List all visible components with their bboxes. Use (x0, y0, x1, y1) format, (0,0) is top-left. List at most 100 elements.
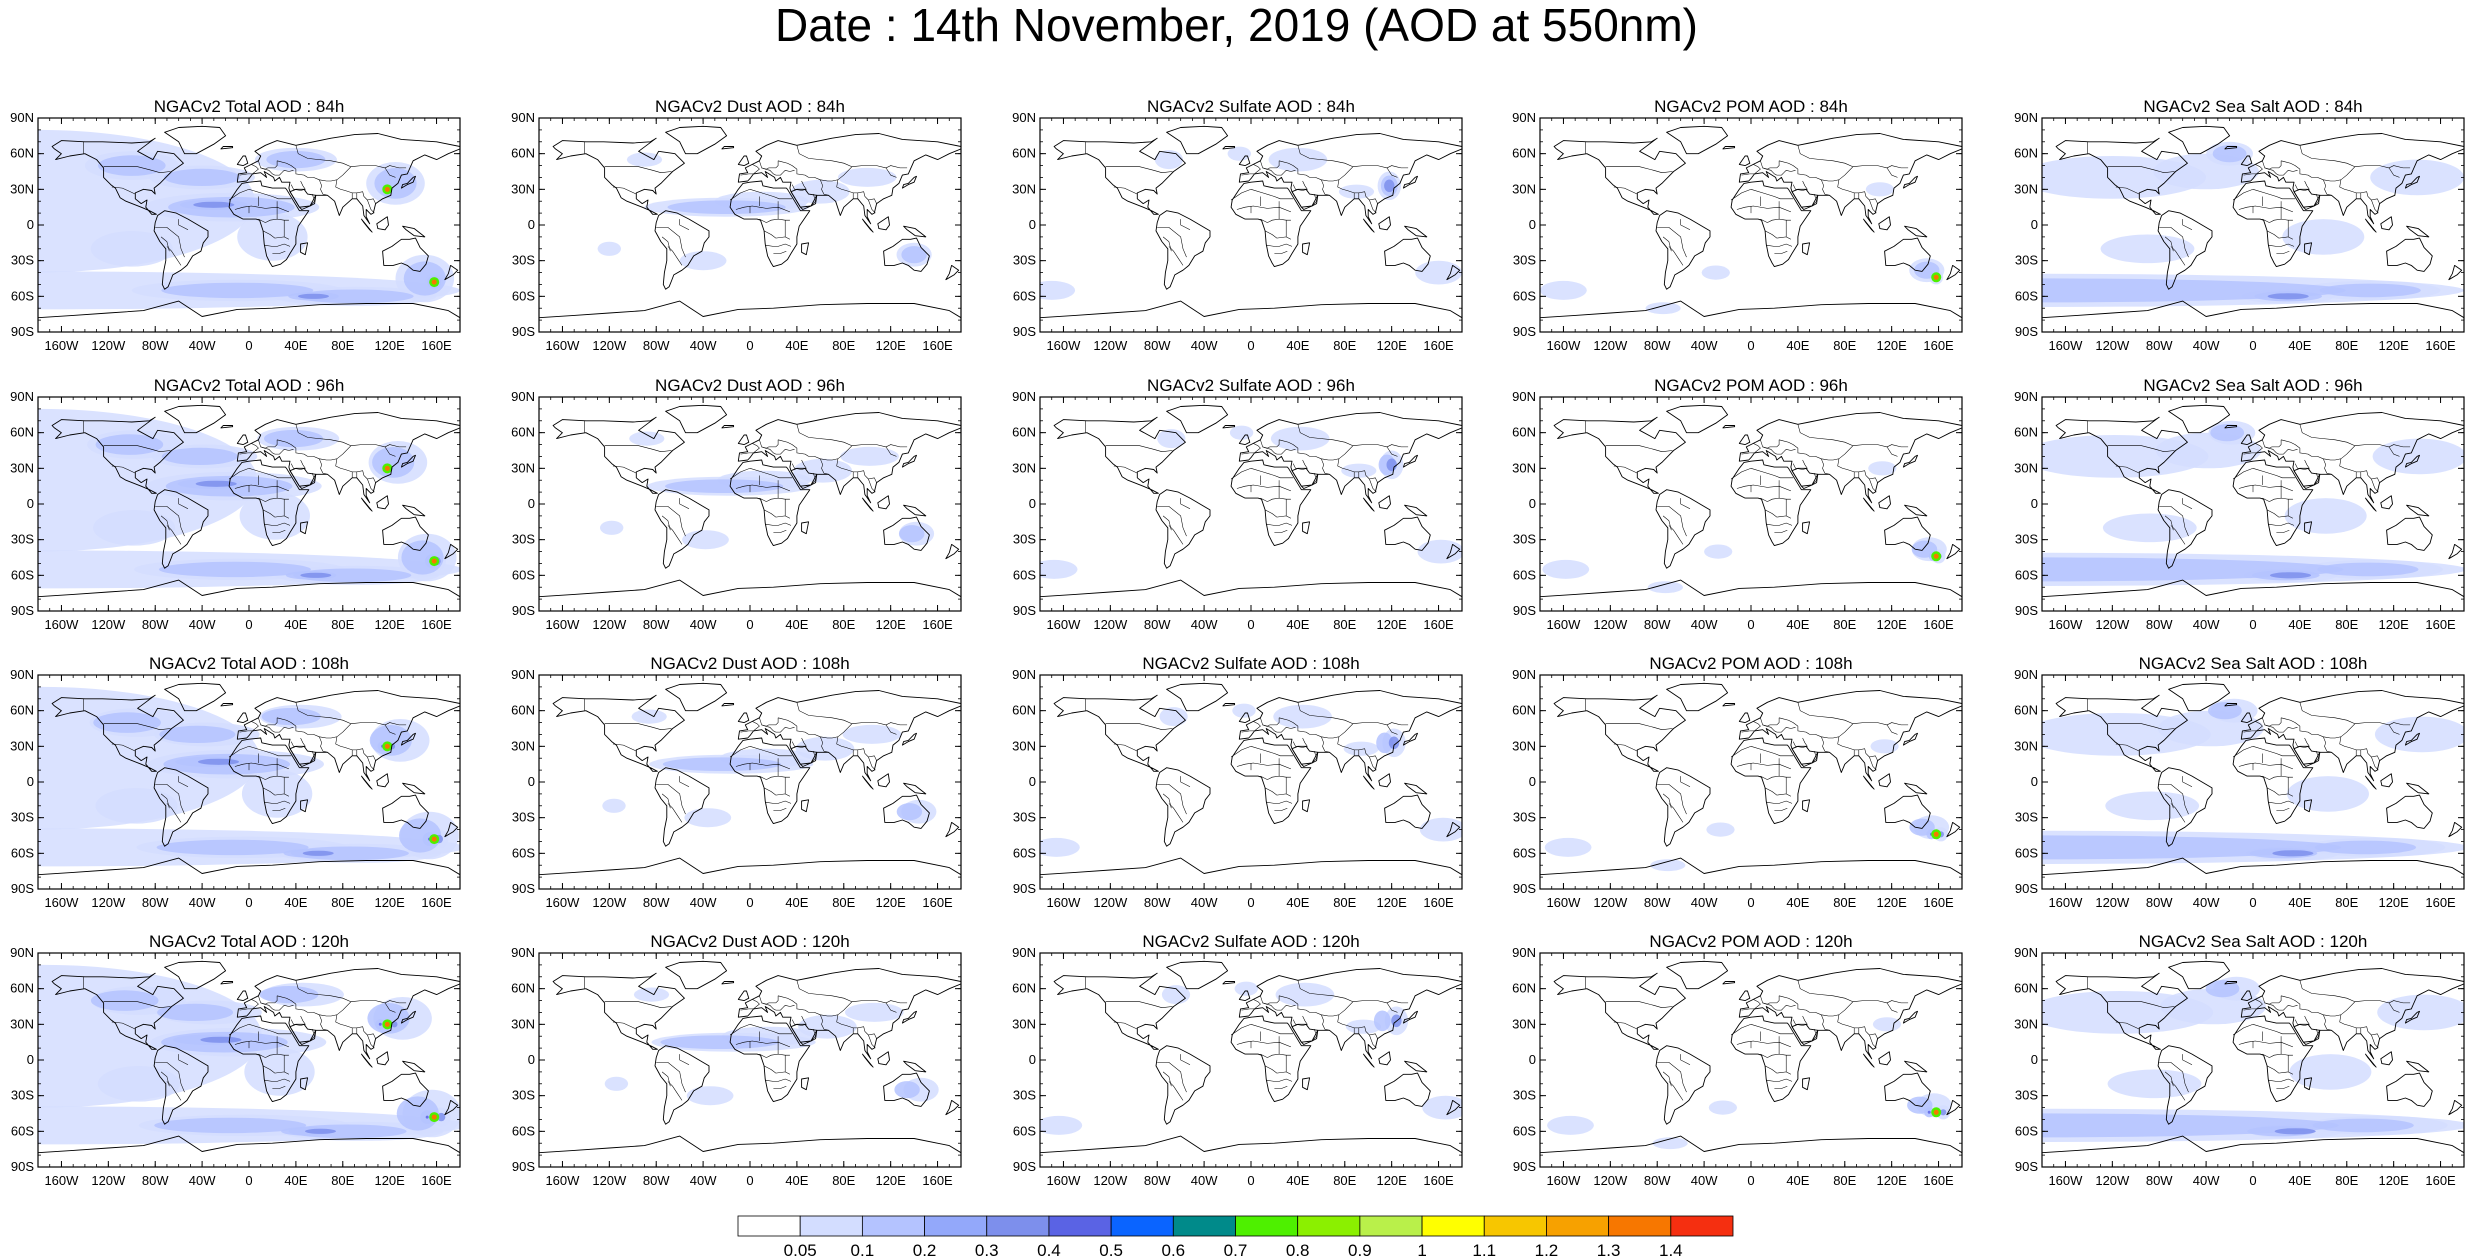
country-border (1613, 465, 1638, 474)
coastlines (539, 404, 961, 611)
country-border (290, 459, 306, 470)
country-border (103, 166, 171, 173)
coastline (402, 782, 426, 795)
country-border (1605, 1001, 1673, 1008)
coastlines (38, 682, 460, 889)
aod-plume (2374, 716, 2464, 753)
coastline (1540, 1135, 1962, 1167)
lon-tick-label: 40W (189, 1173, 216, 1188)
lon-tick-label: 40E (785, 617, 808, 632)
colorbar-box (1110, 1215, 1174, 1237)
lon-tick-label: 80W (142, 338, 169, 353)
coastline (654, 767, 710, 847)
country-border (1766, 522, 1793, 526)
lon-tick-label: 120W (91, 338, 126, 353)
coastline (2168, 682, 2231, 712)
country-border (868, 755, 877, 761)
colorbar-label: 1.3 (1597, 1241, 1621, 1260)
country-border (2115, 465, 2140, 474)
country-border (773, 807, 787, 811)
coastline (1446, 543, 1461, 560)
country-border (1279, 160, 1310, 178)
aod-plume (1273, 704, 1332, 729)
coastline (1238, 690, 1462, 782)
coastline (2168, 125, 2231, 155)
lon-tick-label: 40E (1786, 1173, 1809, 1188)
country-border (1821, 458, 1830, 475)
lat-tick-label: 30N (1012, 460, 1036, 475)
country-border (1105, 445, 1173, 452)
country-border (1230, 746, 1294, 758)
country-border (260, 446, 282, 455)
map-background (1040, 118, 1462, 332)
country-border (2371, 477, 2380, 483)
coastline (236, 133, 460, 225)
country-border (1741, 721, 1761, 733)
lat-tick-label: 90S (512, 603, 535, 618)
lon-tick-label: 0 (245, 895, 252, 910)
aod-plume (97, 1066, 180, 1102)
country-border (1764, 1065, 1792, 1075)
country-border (258, 775, 289, 780)
lon-tick-label: 40W (189, 895, 216, 910)
country-border (1180, 498, 1191, 510)
coastline (2055, 972, 2188, 1050)
map-background (539, 953, 961, 1167)
aod-plume (241, 770, 313, 818)
aod-plume (200, 1036, 242, 1043)
aod-plume (1040, 280, 1076, 300)
lon-tick-label: 40W (690, 617, 717, 632)
country-border (111, 465, 136, 474)
coastline (654, 489, 710, 569)
coastlines (1540, 404, 1962, 611)
lat-tick-label: 30S (512, 532, 535, 547)
coastlines (38, 125, 460, 332)
coastline (737, 690, 961, 782)
country-border (729, 1024, 793, 1036)
coastline (1238, 990, 1251, 1002)
country-border (820, 179, 829, 196)
lat-tick-label: 90S (1013, 1159, 1036, 1174)
coastline (1802, 799, 1811, 813)
lon-tick-label: 160E (1423, 895, 1454, 910)
country-border (1292, 1015, 1308, 1026)
country-border (1274, 250, 1288, 254)
coastline (1722, 146, 1736, 150)
lon-tick-label: 80E (331, 617, 354, 632)
country-border (384, 1002, 396, 1013)
lon-tick-label: 80E (1833, 617, 1856, 632)
lat-tick-label: 60N (1012, 703, 1036, 718)
aod-plume (1275, 982, 1335, 1007)
coastline (1738, 990, 1751, 1002)
lon-tick-label: 80W (1144, 895, 1171, 910)
country-border (1869, 198, 1878, 204)
coastline (790, 1023, 818, 1043)
country-border (1792, 737, 1808, 748)
coastline (737, 133, 961, 225)
panel-title: NGACv2 Sulfate AOD : 96h (1147, 376, 1355, 395)
coastline (2365, 1053, 2377, 1068)
lon-tick-label: 160W (1046, 338, 1081, 353)
lat-tick-label: 60S (512, 288, 535, 303)
country-border (1797, 980, 1854, 1002)
lon-tick-label: 0 (1747, 1173, 1754, 1188)
lat-tick-label: 60N (511, 146, 535, 161)
coastline (220, 425, 234, 429)
country-border (367, 1034, 375, 1049)
map-panel: NGACv2 POM AOD : 120h 90N 60N 30N 0 30S 60S 90S… (1512, 932, 1963, 1188)
coastline (1863, 775, 1875, 790)
coastline (729, 1015, 811, 1103)
lat-tick-label: 0 (1529, 217, 1536, 232)
lon-tick-label: 160W (44, 895, 79, 910)
coastline (1363, 775, 1375, 790)
country-border (1113, 1021, 1138, 1030)
coastline (2386, 1072, 2433, 1107)
coastline (164, 404, 227, 434)
aod-plume (791, 179, 850, 204)
coastline (376, 216, 389, 231)
country-border (656, 506, 686, 537)
country-border (2323, 458, 2332, 475)
country-border (260, 167, 282, 176)
country-border (759, 218, 790, 223)
